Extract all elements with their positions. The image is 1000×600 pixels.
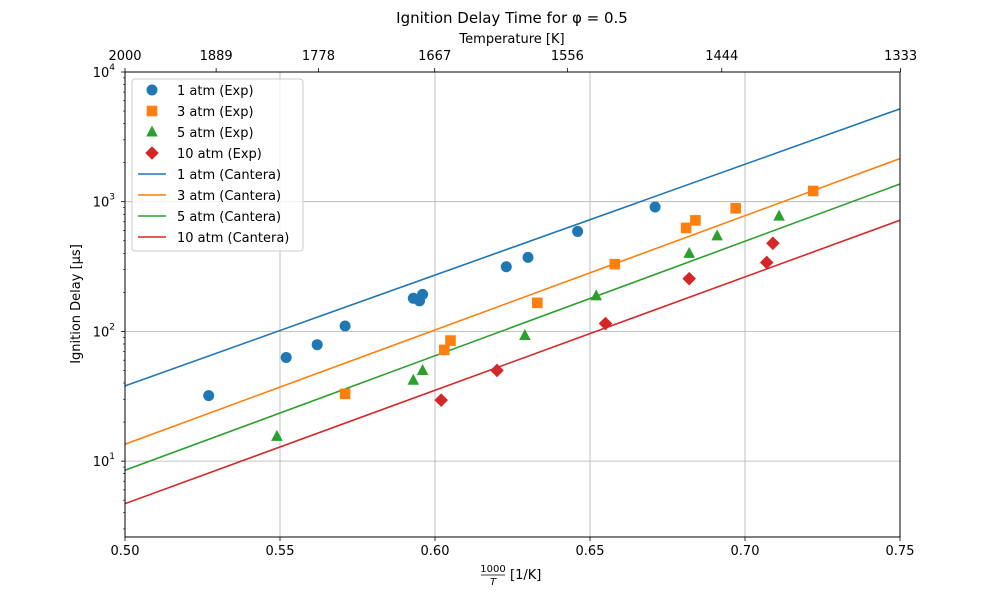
- scatter-point-series-1: [439, 344, 450, 356]
- scatter-point-series-2: [711, 229, 723, 241]
- legend-label: 3 atm (Cantera): [177, 189, 281, 204]
- scatter-point-series-3: [682, 271, 696, 286]
- x-axis-title-numerator: 1000: [480, 564, 505, 575]
- y-tick-label: 101: [93, 452, 115, 470]
- legend: 1 atm (Exp) 3 atm (Exp) 5 atm (Exp) 10 atm …: [131, 78, 304, 252]
- legend-frame: [131, 78, 304, 252]
- legend-label: 5 atm (Exp): [177, 126, 254, 141]
- top-tick-label: 1444: [705, 49, 738, 64]
- chart-title: Ignition Delay Time for φ = 0.5: [396, 9, 628, 27]
- top-tick-label: 2000: [108, 49, 141, 64]
- model-lines: [124, 108, 901, 505]
- scatter-point-series-0: [311, 339, 323, 351]
- top-tick-label: 1889: [200, 49, 233, 64]
- legend-label: 1 atm (Cantera): [177, 168, 281, 183]
- scatter-point-series-0: [500, 261, 512, 273]
- scatter-point-series-2: [683, 246, 695, 258]
- line-series-0: [124, 108, 901, 387]
- x-tick-label: 0.65: [576, 544, 605, 559]
- scatter-point-series-1: [730, 202, 741, 214]
- scatter-point-series-0: [417, 288, 429, 300]
- scatter-point-series-1: [339, 388, 351, 400]
- legend-marker-1: [146, 105, 158, 117]
- scatter-point-series-2: [590, 289, 602, 301]
- legend-label: 5 atm (Cantera): [177, 210, 281, 225]
- top-x-axis: 2000 1889 1778 1667 1556 1444 1333: [108, 49, 917, 72]
- top-tick-label: 1333: [884, 49, 917, 64]
- y-axis-title: Ignition Delay [μs]: [69, 244, 84, 364]
- y-tick-label: 102: [93, 322, 115, 340]
- scatter-point-series-1: [680, 222, 692, 234]
- scatter-point-series-3: [766, 236, 780, 251]
- scatter-point-series-0: [572, 225, 584, 237]
- scatter-point-series-2: [407, 373, 420, 385]
- y-tick-label: 104: [93, 63, 116, 81]
- line-series-1: [124, 157, 901, 445]
- x-tick-label: 0.50: [111, 544, 140, 559]
- x-axis-title-denominator: T: [490, 577, 497, 588]
- top-tick-label: 1556: [551, 49, 584, 64]
- scatter-point-series-0: [522, 251, 534, 263]
- x-tick-label: 0.75: [886, 544, 915, 559]
- x-tick-label: 0.55: [266, 544, 295, 559]
- legend-marker-0: [146, 84, 158, 96]
- x-axis-title: 1000 T [1/K]: [480, 564, 541, 588]
- y-tick-label-exponent: 1: [109, 452, 115, 462]
- x-tick-label: 0.60: [421, 544, 450, 559]
- scatter-point-series-2: [271, 429, 283, 441]
- plot-frame: [124, 71, 901, 538]
- scatter-point-series-2: [519, 329, 531, 341]
- scatter-point-series-2: [416, 363, 429, 375]
- scatter-point-series-1: [445, 335, 456, 346]
- scatter-point-series-2: [773, 209, 785, 221]
- top-tick-label: 1778: [302, 49, 335, 64]
- legend-label: 10 atm (Cantera): [177, 231, 289, 246]
- scatter-point-series-3: [598, 316, 613, 331]
- legend-label: 1 atm (Exp): [177, 84, 254, 99]
- top-tick-label: 1667: [418, 49, 451, 64]
- scatter-point-series-0: [339, 320, 351, 332]
- y-tick-label-exponent: 3: [109, 193, 115, 203]
- x-axis-title-unit: [1/K]: [510, 568, 541, 583]
- scatter-point-series-0: [280, 351, 292, 363]
- experimental-points: [203, 185, 819, 441]
- scatter-point-series-0: [649, 201, 661, 213]
- scatter-point-series-3: [490, 363, 504, 378]
- legend-marker-3: [145, 146, 159, 160]
- line-series-3: [124, 219, 901, 505]
- scatter-point-series-1: [532, 297, 543, 309]
- y-tick-label-base: 10: [93, 196, 110, 211]
- scatter-point-series-1: [690, 215, 701, 226]
- y-tick-label-exponent: 4: [109, 63, 115, 73]
- x-tick-label: 0.70: [731, 544, 760, 559]
- scatter-point-series-3: [434, 393, 448, 407]
- scatter-point-series-1: [807, 185, 819, 197]
- legend-label: 10 atm (Exp): [177, 147, 262, 162]
- scatter-point-series-1: [609, 258, 621, 270]
- y-tick-label: 103: [93, 193, 115, 211]
- top-axis-title: Temperature [K]: [458, 32, 564, 47]
- legend-marker-2: [146, 125, 158, 137]
- scatter-point-series-3: [759, 255, 774, 270]
- y-tick-label-exponent: 2: [109, 322, 115, 332]
- y-tick-label-base: 10: [93, 66, 110, 81]
- legend-label: 3 atm (Exp): [177, 105, 254, 120]
- scatter-point-series-0: [203, 390, 215, 402]
- y-tick-label-base: 10: [93, 455, 110, 470]
- bottom-x-axis: 0.50 0.55 0.60 0.65 0.70 0.75: [111, 537, 915, 559]
- y-tick-label-base: 10: [93, 325, 110, 340]
- line-series-2: [124, 183, 901, 472]
